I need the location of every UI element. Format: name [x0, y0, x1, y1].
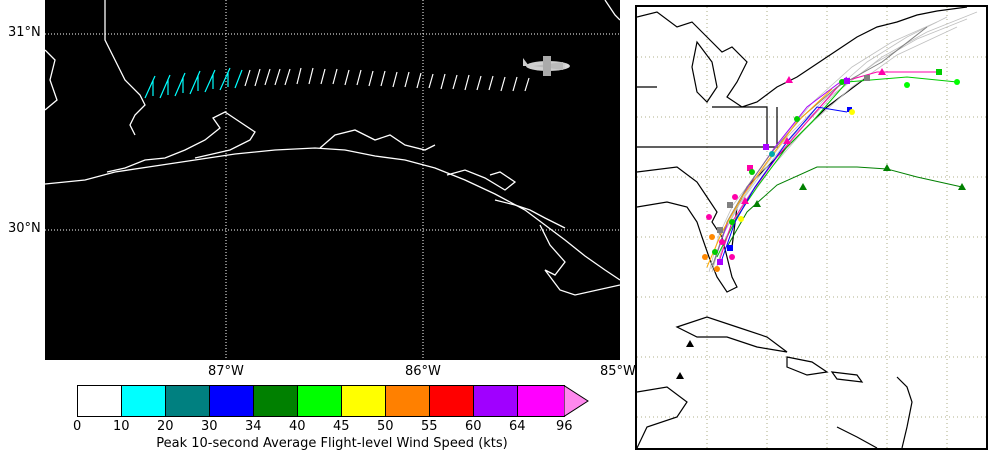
- colorbar-tick: 64: [509, 419, 526, 434]
- lon-label-87w: 87°W: [208, 364, 244, 379]
- colorbar-tick: 96: [556, 419, 573, 434]
- wind-barbs: [144, 67, 530, 99]
- colorbar-tick: 60: [465, 419, 482, 434]
- colorbar-segment-30-34: [209, 385, 254, 417]
- colorbar-tick: 34: [245, 419, 262, 434]
- colorbar-tick: 45: [333, 419, 350, 434]
- forecast-track-map-canvas: [637, 7, 986, 448]
- colorbar-segment-40-45: [297, 385, 342, 417]
- colorbar-tick: 50: [377, 419, 394, 434]
- colorbar-tick: 40: [289, 419, 306, 434]
- colorbar-segment-10-20: [121, 385, 166, 417]
- colorbar-segment-20-30: [165, 385, 210, 417]
- colorbar-tick: 30: [201, 419, 218, 434]
- flight-track-map-canvas: [45, 0, 620, 360]
- wind-barbs-cyan: [144, 67, 243, 99]
- track-markers: [676, 68, 966, 379]
- colorbar-tick: 10: [113, 419, 130, 434]
- forecast-track-map: [635, 5, 988, 450]
- flight-track-map: [45, 0, 620, 360]
- colorbar-tick: 20: [157, 419, 174, 434]
- ensemble-tracks-gray: [708, 11, 978, 273]
- wind-barbs-white: [244, 67, 530, 92]
- colorbar-segment-60-64: [473, 385, 518, 417]
- colorbar-title: Peak 10-second Average Flight-level Wind…: [156, 436, 508, 451]
- colorbar-tick: 55: [421, 419, 438, 434]
- colorbar-segment-34-40: [253, 385, 298, 417]
- lat-label-30n: 30°N: [8, 221, 41, 236]
- colorbar-tick: 0: [73, 419, 82, 434]
- lat-label-31n: 31°N: [8, 25, 41, 40]
- colorbar-extend-arrow: [564, 385, 589, 417]
- forecast-tracks: [706, 26, 963, 268]
- coastline: [45, 0, 620, 296]
- colorbar-segment-50-55: [385, 385, 430, 417]
- airplane-icon: [523, 56, 570, 76]
- colorbar-segment-55-60: [429, 385, 474, 417]
- lon-label-85w: 85°W: [600, 364, 636, 379]
- colorbar-segment-64-96: [517, 385, 565, 417]
- colorbar-segment-45-50: [341, 385, 386, 417]
- land-outlines: [637, 7, 968, 448]
- map-gridlines: [45, 0, 620, 360]
- lon-label-86w: 86°W: [405, 364, 441, 379]
- map-gridlines: [637, 7, 986, 448]
- colorbar-segment-0-10: [77, 385, 122, 417]
